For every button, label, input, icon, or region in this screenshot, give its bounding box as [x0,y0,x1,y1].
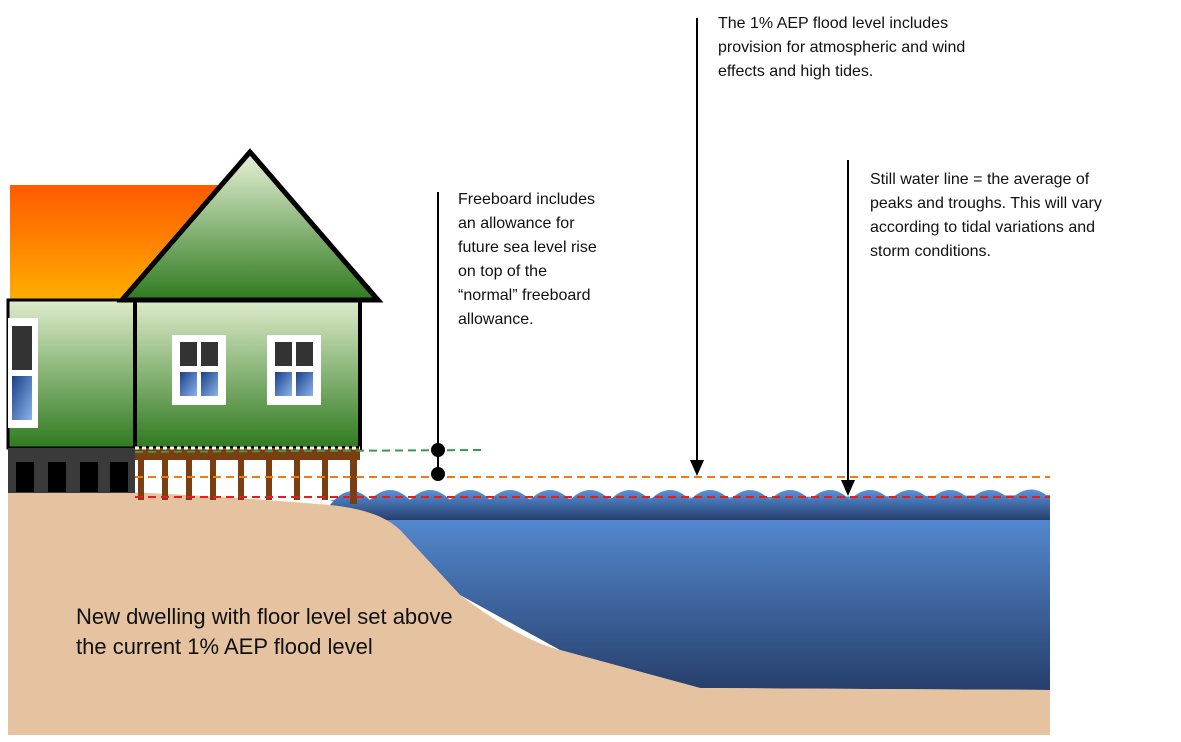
annotation-line: effects and high tides. [718,63,873,80]
annotation-line: “normal” freeboard [458,287,591,304]
annotation-line: storm conditions. [870,243,991,260]
annotations: The 1% AEP flood level includes provision… [76,15,1102,659]
piles [135,448,360,504]
house-main [133,298,362,450]
ground [8,488,1050,735]
annotation-line: Freeboard includes [458,191,595,208]
freeboard-dot [431,443,445,457]
base-openings [16,462,128,492]
annotation-line: Still water line = the average of [870,171,1090,188]
annotation-line: future sea level rise [458,239,597,256]
annotation-line: on top of the [458,263,547,280]
annotation-line: The 1% AEP flood level includes [718,15,948,32]
annotation-line: an allowance for [458,215,575,232]
still-water-arrowhead [841,480,855,496]
annotation-line: New dwelling with floor level set above [76,604,453,629]
gable [116,148,384,303]
water [330,495,1050,690]
annotation-line: allowance. [458,311,534,328]
annotation-line: the current 1% AEP flood level [76,634,373,659]
aep-arrowhead [690,460,704,476]
freeboard-line [134,449,483,453]
annotation-line: according to tidal variations and [870,219,1095,236]
flood-dot [431,467,445,481]
windows [8,318,321,428]
scene [6,18,1050,735]
annotation-line: provision for atmospheric and wind [718,39,965,56]
waves [330,489,1050,520]
annotation-line: peaks and troughs. This will vary [870,195,1102,212]
